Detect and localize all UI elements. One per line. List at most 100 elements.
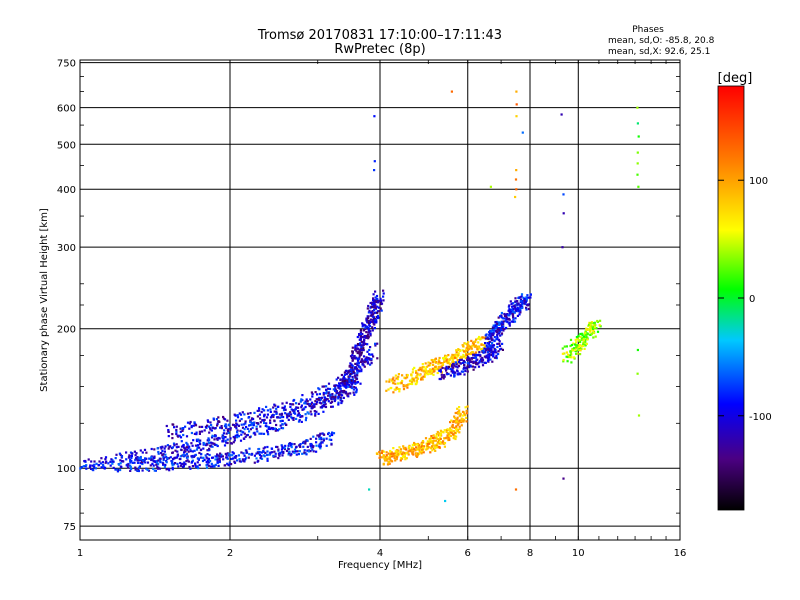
echo-point — [429, 364, 432, 367]
echo-point — [280, 444, 283, 447]
echo-point — [410, 378, 413, 381]
echo-point — [237, 424, 240, 427]
echo-point — [164, 463, 167, 467]
echo-point — [310, 442, 313, 446]
echo-point — [449, 364, 452, 367]
echo-point — [500, 347, 503, 350]
echo-point — [335, 390, 338, 394]
echo-point — [222, 417, 225, 420]
echo-point — [508, 322, 511, 325]
echo-point — [190, 431, 193, 435]
echo-point — [462, 353, 465, 357]
echo-point — [582, 344, 585, 347]
echo-point — [364, 326, 367, 329]
echo-point — [104, 466, 107, 469]
echo-point — [172, 463, 175, 466]
echo-point — [205, 456, 208, 459]
echo-point — [447, 354, 450, 357]
echo-point — [331, 433, 334, 437]
echo-point — [289, 411, 292, 414]
echo-point — [203, 458, 206, 461]
echo-point — [315, 450, 318, 453]
echo-point — [180, 464, 183, 467]
echo-point — [98, 460, 101, 463]
echo-point — [185, 453, 189, 456]
x-tick-label: 10 — [572, 548, 585, 559]
echo-point — [377, 316, 380, 319]
echo-point — [330, 438, 333, 441]
echo-point — [183, 451, 186, 454]
echo-point — [576, 338, 579, 341]
echo-point — [489, 185, 492, 188]
echo-point — [572, 356, 576, 359]
echo-point — [460, 424, 463, 427]
echo-point — [488, 354, 491, 357]
echo-point — [204, 444, 208, 447]
echo-point — [437, 446, 440, 449]
echo-point — [428, 442, 431, 445]
echo-point — [455, 351, 458, 354]
echo-point — [428, 446, 431, 449]
echo-point — [464, 342, 467, 345]
echo-point — [471, 360, 474, 363]
echo-point — [351, 382, 354, 385]
echo-point — [636, 348, 639, 352]
echo-point — [191, 465, 194, 468]
echo-point — [169, 456, 172, 459]
echo-point — [220, 453, 223, 456]
echo-point — [417, 447, 420, 451]
echo-point — [252, 421, 255, 424]
echo-point — [259, 457, 262, 460]
echo-point — [194, 444, 198, 447]
echo-point — [348, 365, 351, 368]
echo-point — [420, 451, 423, 454]
echo-point — [478, 351, 481, 354]
echo-point — [380, 309, 383, 312]
echo-point — [349, 362, 352, 365]
echo-point — [369, 332, 372, 335]
echo-point — [349, 366, 353, 369]
echo-point — [224, 452, 227, 455]
echo-point — [519, 307, 522, 310]
echo-point — [521, 306, 524, 310]
echo-point — [209, 428, 212, 431]
echo-point — [240, 423, 243, 426]
echo-point — [469, 360, 473, 364]
echo-point — [472, 368, 475, 371]
echo-point — [112, 466, 115, 469]
echo-point — [250, 423, 253, 426]
echo-point — [585, 335, 588, 339]
echo-point — [186, 459, 189, 462]
echo-point — [527, 304, 530, 307]
echo-point — [340, 378, 343, 381]
echo-point — [464, 367, 468, 370]
echo-point — [418, 374, 421, 377]
echo-point — [432, 434, 435, 437]
echo-point — [284, 412, 287, 415]
echo-point — [450, 429, 453, 432]
echo-point — [222, 458, 225, 461]
echo-point — [364, 335, 367, 338]
echo-point — [475, 359, 478, 362]
echo-point — [206, 463, 209, 466]
echo-point — [174, 462, 177, 465]
echo-point — [478, 335, 481, 339]
echo-point — [310, 391, 313, 394]
echo-point — [283, 407, 286, 410]
echo-point — [430, 435, 433, 438]
echo-point — [371, 353, 374, 356]
echo-point — [585, 328, 588, 331]
echo-point — [266, 431, 269, 434]
echo-point — [391, 378, 394, 381]
echo-point — [128, 454, 131, 457]
echo-point — [152, 467, 155, 470]
echo-point — [280, 448, 284, 451]
echo-point — [100, 457, 103, 460]
echo-point — [376, 357, 379, 360]
echo-point — [595, 327, 598, 330]
echo-point — [318, 392, 321, 396]
echo-point — [486, 346, 489, 349]
echo-point — [339, 378, 342, 382]
echo-point — [216, 422, 219, 425]
echo-point — [457, 348, 460, 351]
